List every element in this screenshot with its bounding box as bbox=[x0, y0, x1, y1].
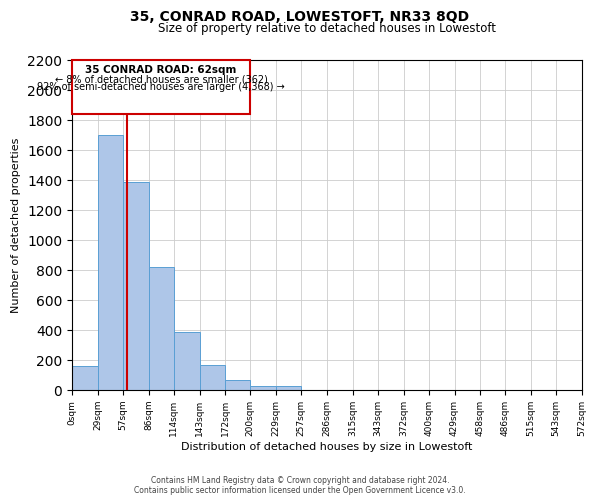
FancyBboxPatch shape bbox=[72, 60, 250, 114]
Text: 35 CONRAD ROAD: 62sqm: 35 CONRAD ROAD: 62sqm bbox=[85, 65, 237, 75]
Bar bbox=[276, 386, 301, 390]
Bar bbox=[72, 366, 98, 390]
Bar bbox=[250, 386, 276, 390]
Y-axis label: Number of detached properties: Number of detached properties bbox=[11, 138, 22, 312]
Bar bbox=[149, 267, 173, 390]
Bar bbox=[173, 332, 199, 390]
Title: Size of property relative to detached houses in Lowestoft: Size of property relative to detached ho… bbox=[158, 22, 496, 35]
X-axis label: Distribution of detached houses by size in Lowestoft: Distribution of detached houses by size … bbox=[181, 442, 473, 452]
Bar bbox=[226, 380, 250, 390]
Bar bbox=[98, 135, 123, 390]
Bar bbox=[123, 182, 149, 390]
Text: ← 8% of detached houses are smaller (362): ← 8% of detached houses are smaller (362… bbox=[55, 74, 268, 84]
Text: Contains HM Land Registry data © Crown copyright and database right 2024.
Contai: Contains HM Land Registry data © Crown c… bbox=[134, 476, 466, 495]
Text: 92% of semi-detached houses are larger (4,368) →: 92% of semi-detached houses are larger (… bbox=[37, 82, 285, 92]
Bar bbox=[199, 365, 226, 390]
Text: 35, CONRAD ROAD, LOWESTOFT, NR33 8QD: 35, CONRAD ROAD, LOWESTOFT, NR33 8QD bbox=[130, 10, 470, 24]
